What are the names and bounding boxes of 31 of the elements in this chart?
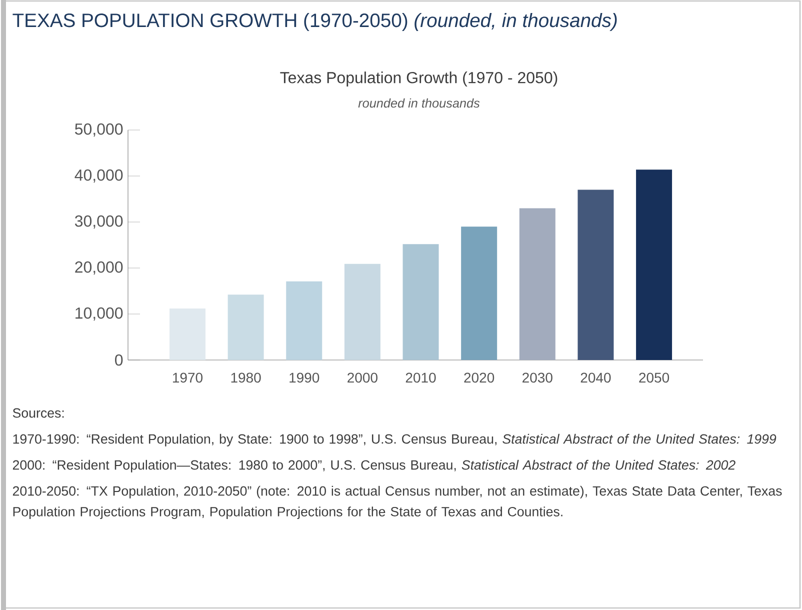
y-tick-label: 0 xyxy=(115,354,123,366)
x-tick-label: 1990 xyxy=(290,372,320,383)
chart-subtitle: rounded in thousands xyxy=(358,98,480,108)
y-tick-label: 50,000 xyxy=(75,123,123,137)
bar xyxy=(461,226,498,360)
bar xyxy=(169,308,206,360)
x-tick-label: 1970 xyxy=(172,372,202,383)
bar xyxy=(519,208,556,360)
y-tick-label: 30,000 xyxy=(74,215,123,229)
x-tick-label: 2020 xyxy=(464,372,494,383)
bar xyxy=(286,281,322,360)
text: TEXAS POPULATION GROWTH (1970-2050) (rounded, in thousands) xyxy=(12,12,617,32)
bar xyxy=(402,244,439,360)
x-tick-label: 2050 xyxy=(639,372,670,383)
bar xyxy=(228,294,264,360)
y-tick-label: 10,000 xyxy=(76,307,123,321)
y-tick-label: 20,000 xyxy=(75,261,123,275)
bar xyxy=(578,190,614,360)
source-note: Sources: xyxy=(12,408,64,418)
chart-title: Texas Population Growth (1970 - 2050) xyxy=(280,72,558,86)
x-tick-label: 2000 xyxy=(348,372,378,383)
x-tick-label: 1980 xyxy=(231,372,261,383)
x-tick-label: 2030 xyxy=(522,372,552,383)
bar xyxy=(344,264,380,360)
x-tick-label: 2040 xyxy=(580,372,611,383)
text: 2000: “Resident Population—States: 1980 to 2000”, U.S. Census Bureau, Statistical Abstract of the United States: 2002 xyxy=(12,460,736,472)
bar xyxy=(636,170,672,360)
text: 2010-2050: “TX Population, 2010-2050” (note: 2010 is actual Census number, not an estimate), Texas State Data Center, Texas Population Projections Program, Population Projections for the State of Texas and Counties. xyxy=(12,486,782,520)
text: 1970-1990: “Resident Population, by State: 1900 to 1998”, U.S. Census Bureau, Statistical Abstract of the United States: 1999 xyxy=(13,434,776,446)
x-tick-label: 2010 xyxy=(406,372,436,383)
y-tick-label: 40,000 xyxy=(74,169,123,183)
